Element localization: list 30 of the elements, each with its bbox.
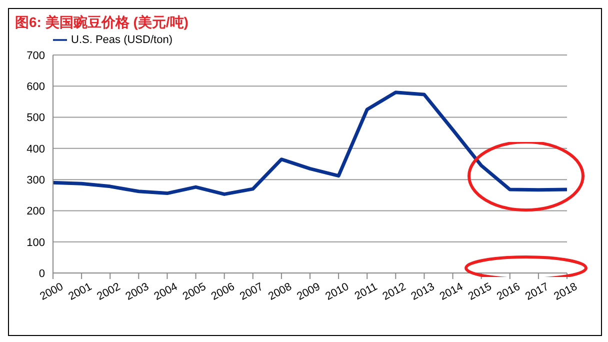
y-tick-label: 0 — [38, 268, 45, 280]
x-tick-label: 2005 — [180, 280, 208, 303]
x-tick-label: 2006 — [209, 280, 237, 303]
x-tick-label: 2000 — [38, 280, 66, 303]
x-tick-label: 2002 — [95, 280, 122, 303]
x-tick-label: 2018 — [552, 280, 580, 303]
line-series — [51, 90, 569, 196]
legend-label: U.S. Peas (USD/ton) — [71, 34, 172, 46]
x-tick-label: 2013 — [409, 280, 437, 303]
x-tick-label: 2017 — [524, 280, 551, 303]
y-tick-label: 600 — [26, 81, 45, 94]
y-tick-label: 300 — [26, 174, 45, 186]
y-tick-label: 500 — [26, 112, 45, 124]
x-tick-label: 2010 — [324, 280, 351, 303]
x-tick-label: 2015 — [466, 280, 494, 303]
x-tick-label: 2001 — [66, 280, 94, 303]
x-tick-label: 2004 — [152, 280, 180, 303]
x-tick-label: 2009 — [295, 280, 322, 303]
y-tick-label: 400 — [26, 143, 45, 156]
x-tick-label: 2007 — [238, 280, 266, 303]
x-tick-label: 2014 — [438, 280, 466, 303]
y-tick-label: 100 — [26, 236, 45, 249]
x-tick-label: 2012 — [380, 280, 408, 303]
chart-title: 图6: 美国豌豆价格 (美元/吨) — [15, 14, 188, 32]
x-tick-label: 2016 — [494, 280, 522, 303]
x-tick-label: 2003 — [124, 280, 152, 303]
y-tick-label: 200 — [26, 206, 45, 218]
y-tick-label: 700 — [26, 50, 45, 62]
x-tick-label: 2011 — [352, 280, 380, 303]
x-tick-label: 2008 — [266, 280, 294, 303]
